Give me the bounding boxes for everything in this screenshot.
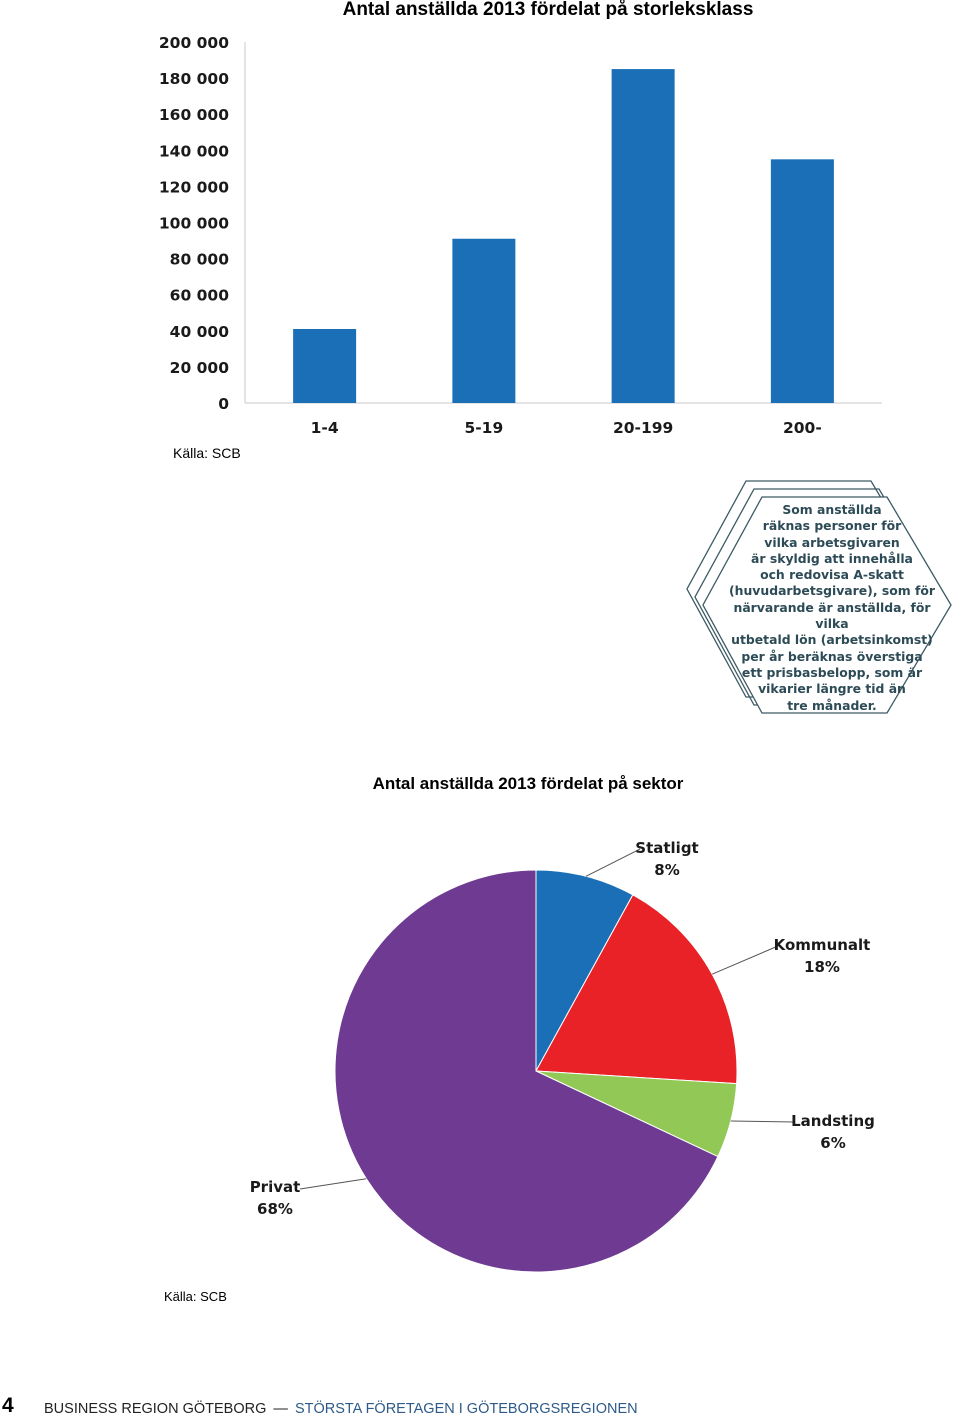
info-box-line: vilka arbetsgivaren (764, 534, 900, 550)
pie-slice-privat (334, 869, 719, 1273)
pie-chart-source: Källa: SCB (164, 1289, 227, 1304)
page-footer: 4 BUSINESS REGION GÖTEBORG — STÖRSTA FÖR… (0, 1394, 960, 1421)
y-tick-label: 80 000 (170, 251, 230, 269)
pie-leader-line (711, 945, 779, 975)
info-box-line: är skyldig att innehålla (751, 550, 913, 566)
x-tick-label: 20-199 (613, 419, 673, 437)
info-box-line: och redovisa A-skatt (760, 567, 904, 583)
pie-slice-statligt (535, 869, 634, 1072)
y-tick-label: 120 000 (159, 178, 229, 196)
pie-label-name: Kommunalt (774, 936, 871, 954)
x-tick-label: 5-19 (464, 419, 503, 437)
info-box-line: ett prisbasbelopp, som är (741, 664, 923, 680)
info-box-line: vikarier längre tid än (758, 681, 906, 697)
hexagon-outline (702, 496, 952, 714)
y-tick-label: 160 000 (159, 106, 229, 124)
info-box-line: per år beräknas överstiga (741, 648, 923, 664)
info-box-line: räknas personer för (762, 518, 902, 534)
y-tick-label: 40 000 (170, 323, 230, 341)
x-tick-label: 1-4 (311, 419, 339, 437)
footer-subtitle: STÖRSTA FÖRETAGEN I GÖTEBORGSREGIONEN (294, 1401, 638, 1417)
bar-1-4 (293, 328, 357, 403)
pie-leader-line (585, 848, 641, 877)
y-tick-label: 100 000 (159, 215, 229, 233)
footer-brand-name: BUSINESS REGION GÖTEBORG (44, 1401, 267, 1417)
pie-leader-line (299, 1178, 367, 1190)
info-box-line: närvarande är anställda, för vilka (733, 599, 931, 632)
pie-slice-kommunalt (535, 894, 738, 1085)
bar-chart: 0 20 000 40 000 60 000 80 000 100 000 120 000 1… (159, 34, 882, 437)
y-tick-label: 0 (218, 395, 229, 413)
pie-leader-line (730, 1120, 796, 1123)
pie-chart-title: Antal anställda 2013 fördelat på sektor (372, 774, 684, 793)
footer-separator: — (273, 1401, 288, 1417)
info-box-line: Som anställda (782, 502, 882, 517)
pie-label-percent: 8% (654, 861, 679, 879)
bar-chart-title: Antal anställda 2013 fördelat på storlek… (342, 0, 754, 20)
info-box-line: (huvudarbetsgivare), som för (729, 583, 935, 599)
info-box-line: utbetald lön (arbetsinkomst) (731, 632, 933, 648)
page-number: 4 (2, 1394, 14, 1417)
bar-chart-source: Källa: SCB (173, 445, 241, 461)
bar-20-199 (611, 69, 675, 403)
pie-label-percent: 18% (804, 958, 840, 976)
pie-label-name: Landsting (791, 1112, 875, 1130)
y-tick-label: 20 000 (170, 359, 230, 377)
y-tick-label: 200 000 (159, 34, 229, 52)
pie-label-name: Privat (250, 1178, 301, 1196)
info-hexagon-graphic (686, 480, 952, 714)
x-tick-label: 200- (783, 419, 822, 437)
pie-label-percent: 68% (257, 1200, 293, 1218)
y-tick-label: 180 000 (159, 70, 229, 88)
pie-label-percent: 6% (820, 1134, 845, 1152)
bar-200- (770, 159, 834, 403)
info-box-text: Som anställda räknas personer för vilka ar… (716, 502, 948, 714)
y-tick-label: 140 000 (159, 142, 229, 160)
info-box-line: tre månader. (787, 697, 877, 713)
bar-5-19 (452, 238, 516, 403)
footer-brand: BUSINESS REGION GÖTEBORG — STÖRSTA FÖRET… (44, 1401, 638, 1417)
pie-label-name: Statligt (635, 839, 698, 857)
pie-chart: Statligt 8% Kommunalt 18% Landsting 6% Privat 6… (250, 839, 875, 1273)
y-tick-label: 60 000 (170, 287, 230, 305)
